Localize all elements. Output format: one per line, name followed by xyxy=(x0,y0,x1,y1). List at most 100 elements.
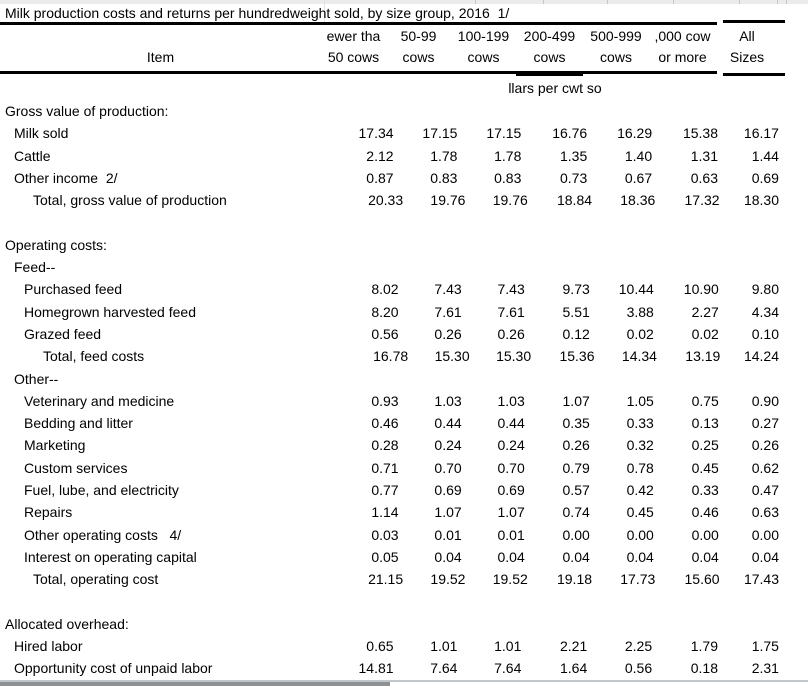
cell-value: 1.78 xyxy=(430,147,458,164)
row-label: Hired labor xyxy=(14,638,83,655)
cell-value: 0.26 xyxy=(497,325,525,342)
cell-value xyxy=(324,100,389,122)
cell-value xyxy=(394,368,458,390)
row-label: Opportunity cost of unpaid labor xyxy=(14,660,213,677)
cell-value: 2.27 xyxy=(691,303,719,320)
row-label: Custom services xyxy=(24,459,128,476)
cell-value: 18.36 xyxy=(620,192,656,209)
cell-value xyxy=(587,256,652,278)
gridline-tick xyxy=(607,0,608,4)
cell-value: 0.56 xyxy=(624,660,653,677)
cell-value: 0.77 xyxy=(371,482,399,499)
cell-value: 0.26 xyxy=(434,325,462,342)
cell-value: 1.64 xyxy=(559,660,588,677)
row-label: Other operating costs 4/ xyxy=(24,526,182,543)
rule-below-title xyxy=(0,22,717,25)
cell-value: 9.80 xyxy=(751,281,779,298)
cell-value: 16.17 xyxy=(743,125,779,142)
row-label: Other-- xyxy=(14,370,59,387)
table-row: Grazed feed 0.56 0.26 0.26 0.12 0.02 0.02 0.10 xyxy=(0,323,786,345)
cell-value: 17.43 xyxy=(743,571,780,588)
cell-value: 2.21 xyxy=(559,638,588,655)
cell-value: 0.73 xyxy=(559,169,588,186)
cell-value: 5.51 xyxy=(562,303,590,320)
rule-below-header-200-499 xyxy=(516,74,583,76)
cell-value: 0.93 xyxy=(371,392,399,409)
cell-value xyxy=(454,613,519,635)
cell-value: 1.78 xyxy=(494,147,522,164)
cell-value: 15.36 xyxy=(559,348,595,365)
cell-value: 2.25 xyxy=(624,638,653,655)
cell-value: 1.07 xyxy=(562,392,590,409)
table-row: Total, operating cost 21.15 19.52 19.52 19.1… xyxy=(0,568,786,590)
table-row: Homegrown harvested feed 8.20 7.61 7.61 5.51… xyxy=(0,301,786,323)
gridline-tick xyxy=(543,0,544,4)
column-header-line1: 500-999 xyxy=(590,28,642,44)
cell-value: 0.00 xyxy=(562,526,590,543)
column-header-line2: 50 cows xyxy=(327,49,380,65)
cell-value: 16.78 xyxy=(373,348,409,365)
cell-value: 7.61 xyxy=(497,303,525,320)
cell-value: 0.69 xyxy=(434,482,462,499)
cell-value: 0.01 xyxy=(434,526,462,543)
cell-value: 0.63 xyxy=(690,169,718,186)
row-label: Milk sold xyxy=(14,125,69,142)
column-header-line2: Sizes xyxy=(729,49,765,65)
cell-value: 15.30 xyxy=(496,348,532,365)
cell-value xyxy=(521,256,587,278)
column-header-line2: or more xyxy=(658,49,707,65)
table-row: Repairs 1.14 1.07 1.07 0.74 0.45 0.46 0.63 xyxy=(0,501,786,523)
horizontal-scrollbar-thumb[interactable] xyxy=(0,682,390,686)
cell-value: 0.90 xyxy=(751,392,779,409)
column-header-line2: cows xyxy=(533,49,566,65)
cell-value xyxy=(389,234,454,256)
column-header: 200-499 cows xyxy=(516,26,583,68)
cell-value: 0.33 xyxy=(691,482,719,499)
cell-value xyxy=(587,368,652,390)
cell-value: 0.28 xyxy=(371,437,399,454)
cell-value: 0.42 xyxy=(626,482,654,499)
row-label: Grazed feed xyxy=(24,325,102,342)
cell-value: 0.04 xyxy=(626,548,654,565)
cell-value xyxy=(651,100,718,122)
row-label: Total, gross value of production xyxy=(33,192,227,209)
cell-value: 1.07 xyxy=(497,504,525,521)
gridline xyxy=(324,0,325,22)
table-row: Opportunity cost of unpaid labor 14.81 7.6… xyxy=(0,657,786,679)
row-label: Bedding and litter xyxy=(24,415,133,432)
row-label: Marketing xyxy=(24,437,86,454)
cell-value: 19.52 xyxy=(430,571,466,588)
column-header: ,000 cow or more xyxy=(649,26,716,68)
cell-value: 21.15 xyxy=(368,571,404,588)
cell-value: 8.02 xyxy=(371,281,399,298)
cell-value: 16.29 xyxy=(617,125,653,142)
cell-value: 0.10 xyxy=(751,325,779,342)
cell-value: 0.87 xyxy=(366,169,394,186)
table-row: Purchased feed 8.02 7.43 7.43 9.73 10.44 10.90… xyxy=(0,278,786,300)
column-header-line1: 100-199 xyxy=(457,28,510,44)
cell-value: 19.18 xyxy=(556,571,593,588)
cell-value: 0.12 xyxy=(562,325,590,342)
cell-value: 0.83 xyxy=(430,169,458,186)
cell-value xyxy=(521,368,587,390)
column-header-line2: Item xyxy=(146,49,175,65)
cell-value: 2.12 xyxy=(366,147,394,164)
row-label: Interest on operating capital xyxy=(24,548,197,565)
column-header-line2: cows xyxy=(402,49,435,65)
cell-value: 15.38 xyxy=(682,125,718,142)
cell-value: 0.44 xyxy=(497,415,525,432)
row-label: Total, feed costs xyxy=(43,348,145,365)
table-row: Interest on operating capital 0.05 0.04 0.0… xyxy=(0,546,786,568)
cell-value xyxy=(454,234,519,256)
cell-value: 0.78 xyxy=(626,459,654,476)
cell-value: 4.34 xyxy=(751,303,779,320)
table-row: Total, feed costs 16.78 15.30 15.30 15.36 14.… xyxy=(0,345,786,367)
cell-value xyxy=(651,234,718,256)
cell-value: 7.64 xyxy=(430,660,458,677)
cell-value xyxy=(457,256,521,278)
cell-value: 0.24 xyxy=(497,437,525,454)
column-header: ewer tha 50 cows xyxy=(321,26,386,68)
cell-value: 0.32 xyxy=(626,437,654,454)
cell-value: 13.19 xyxy=(685,348,721,365)
cell-value: 14.34 xyxy=(621,348,657,365)
